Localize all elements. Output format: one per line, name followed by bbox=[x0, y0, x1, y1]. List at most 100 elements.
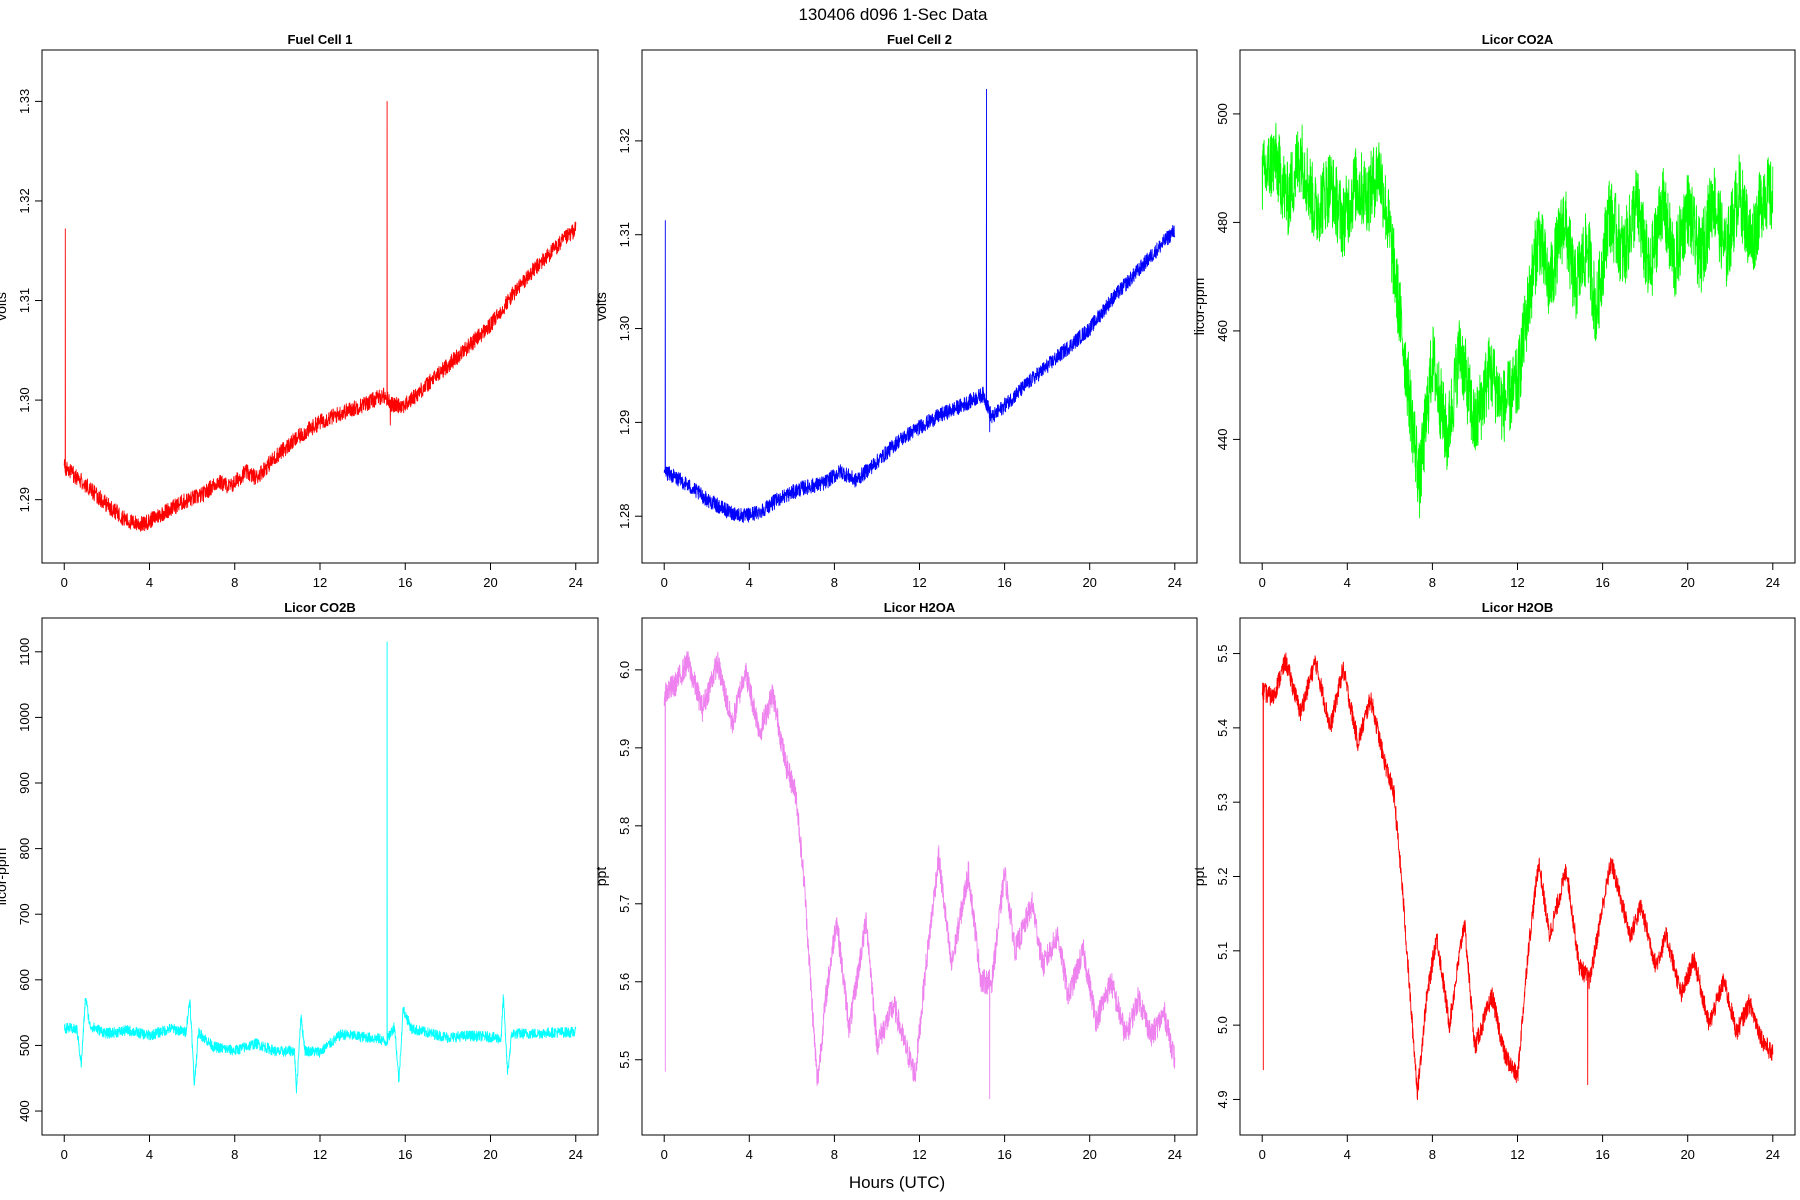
y-tick-label: 400 bbox=[17, 1100, 32, 1122]
series-line bbox=[663, 88, 1176, 523]
x-tick-label: 24 bbox=[569, 575, 583, 590]
x-tick-label: 12 bbox=[313, 1147, 327, 1162]
x-tick-label: 0 bbox=[1259, 575, 1266, 590]
plot-frame bbox=[41, 49, 599, 564]
y-axis-label: ppt bbox=[1191, 867, 1207, 887]
y-tick-label: 5.0 bbox=[1215, 1016, 1230, 1034]
y-tick-label: 1.29 bbox=[617, 410, 632, 435]
x-tick-label: 16 bbox=[398, 575, 412, 590]
panel-title: Licor H2OA bbox=[884, 600, 956, 615]
y-tick-label: 5.2 bbox=[1215, 867, 1230, 885]
series-line bbox=[63, 641, 577, 1094]
panel-fuel-cell-1: Fuel Cell 1 volts 0 4 8 12 16 20 24 1.29 1.30 1.31 1… bbox=[0, 32, 599, 590]
y-axis-label: licor-ppm bbox=[0, 848, 9, 906]
plot-frame bbox=[1239, 49, 1796, 564]
x-tick-label: 24 bbox=[1168, 1147, 1182, 1162]
x-tick-label: 16 bbox=[997, 575, 1011, 590]
panels-group: Fuel Cell 1 volts 0 4 8 12 16 20 24 1.29 1.30 1.31 1… bbox=[0, 32, 1796, 1162]
x-tick-label: 20 bbox=[1680, 1147, 1694, 1162]
plot-frame bbox=[41, 617, 599, 1136]
x-tick-label: 12 bbox=[313, 575, 327, 590]
y-tick-label: 900 bbox=[17, 772, 32, 794]
y-tick-label: 5.3 bbox=[1215, 793, 1230, 811]
panel-title: Licor H2OB bbox=[1482, 600, 1554, 615]
panel-fuel-cell-2: Fuel Cell 2 volts 0 4 8 12 16 20 24 1.28 1.29 1.30 1… bbox=[593, 32, 1198, 590]
x-tick-label: 12 bbox=[912, 1147, 926, 1162]
panel-title: Licor CO2B bbox=[284, 600, 356, 615]
y-tick-label: 1.29 bbox=[17, 487, 32, 512]
y-tick-label: 600 bbox=[17, 969, 32, 991]
x-tick-label: 0 bbox=[1259, 1147, 1266, 1162]
y-tick-label: 1000 bbox=[17, 703, 32, 732]
x-tick-label: 20 bbox=[1082, 575, 1096, 590]
x-tick-label: 20 bbox=[483, 575, 497, 590]
y-tick-label: 440 bbox=[1215, 429, 1230, 451]
panel-licor-h2oa: Licor H2OA ppt 0 4 8 12 16 20 24 5.5 5.6 5.7 5.8 5.9 6… bbox=[593, 600, 1198, 1162]
y-tick-label: 500 bbox=[17, 1035, 32, 1057]
y-tick-label: 1100 bbox=[17, 638, 32, 666]
x-tick-label: 4 bbox=[1344, 575, 1351, 590]
y-tick-label: 5.9 bbox=[617, 739, 632, 757]
series-line bbox=[1261, 122, 1774, 519]
y-tick-label: 1.32 bbox=[17, 188, 32, 213]
x-tick-label: 0 bbox=[661, 1147, 668, 1162]
x-tick-label: 24 bbox=[569, 1147, 583, 1162]
y-tick-label: 1.30 bbox=[17, 387, 32, 412]
x-tick-label: 4 bbox=[746, 575, 753, 590]
series-line bbox=[1261, 652, 1774, 1101]
panel-title: Fuel Cell 1 bbox=[287, 32, 352, 47]
panel-licor-co2b: Licor CO2B licor-ppm 0 4 8 12 16 20 24 400 500 600 7… bbox=[0, 600, 599, 1162]
x-tick-label: 8 bbox=[231, 1147, 238, 1162]
y-tick-label: 6.0 bbox=[617, 661, 632, 679]
y-tick-label: 1.31 bbox=[17, 288, 32, 313]
series-line bbox=[663, 651, 1176, 1100]
y-axis-label: volts bbox=[0, 292, 9, 321]
x-tick-label: 20 bbox=[1082, 1147, 1096, 1162]
x-tick-label: 16 bbox=[1595, 1147, 1609, 1162]
x-tick-label: 24 bbox=[1766, 575, 1780, 590]
panel-licor-co2a: Licor CO2A licor-ppm 0 4 8 12 16 20 24 440 460 480 5… bbox=[1191, 32, 1796, 590]
y-tick-label: 4.9 bbox=[1215, 1090, 1230, 1108]
x-tick-label: 8 bbox=[831, 575, 838, 590]
x-tick-label: 8 bbox=[1429, 575, 1436, 590]
x-tick-label: 20 bbox=[1680, 575, 1694, 590]
x-tick-label: 12 bbox=[912, 575, 926, 590]
x-tick-label: 4 bbox=[146, 1147, 153, 1162]
y-tick-label: 5.5 bbox=[1215, 645, 1230, 663]
x-tick-label: 4 bbox=[1344, 1147, 1351, 1162]
y-axis-label: ppt bbox=[593, 867, 609, 887]
y-tick-label: 1.31 bbox=[617, 222, 632, 247]
x-tick-label: 8 bbox=[1429, 1147, 1436, 1162]
y-tick-label: 5.7 bbox=[617, 895, 632, 913]
y-tick-label: 700 bbox=[17, 903, 32, 925]
plot-frame bbox=[641, 49, 1198, 564]
figure-title: 130406 d096 1-Sec Data bbox=[798, 5, 988, 24]
x-tick-label: 16 bbox=[1595, 575, 1609, 590]
x-tick-label: 0 bbox=[61, 575, 68, 590]
x-tick-label: 16 bbox=[997, 1147, 1011, 1162]
y-tick-label: 1.30 bbox=[617, 316, 632, 341]
x-tick-label: 4 bbox=[746, 1147, 753, 1162]
y-tick-label: 5.5 bbox=[617, 1051, 632, 1069]
panel-licor-h2ob: Licor H2OB ppt 0 4 8 12 16 20 24 4.9 5.0 5.1 5.2 5.3 5… bbox=[1191, 600, 1796, 1162]
x-tick-label: 0 bbox=[61, 1147, 68, 1162]
x-tick-label: 24 bbox=[1168, 575, 1182, 590]
panel-title: Fuel Cell 2 bbox=[887, 32, 952, 47]
x-tick-label: 8 bbox=[231, 575, 238, 590]
x-tick-label: 16 bbox=[398, 1147, 412, 1162]
y-axis-label: licor-ppm bbox=[1191, 278, 1207, 336]
series-line bbox=[63, 100, 577, 532]
y-tick-label: 5.6 bbox=[617, 973, 632, 991]
y-axis-label: volts bbox=[593, 292, 609, 321]
y-tick-label: 800 bbox=[17, 838, 32, 860]
y-tick-label: 5.1 bbox=[1215, 942, 1230, 960]
y-tick-label: 460 bbox=[1215, 320, 1230, 342]
y-tick-label: 500 bbox=[1215, 103, 1230, 125]
figure-x-axis-label: Hours (UTC) bbox=[849, 1173, 945, 1192]
y-tick-label: 5.4 bbox=[1215, 719, 1230, 737]
x-tick-label: 20 bbox=[483, 1147, 497, 1162]
y-tick-label: 5.8 bbox=[617, 817, 632, 835]
x-tick-label: 8 bbox=[831, 1147, 838, 1162]
y-tick-label: 1.32 bbox=[617, 128, 632, 153]
